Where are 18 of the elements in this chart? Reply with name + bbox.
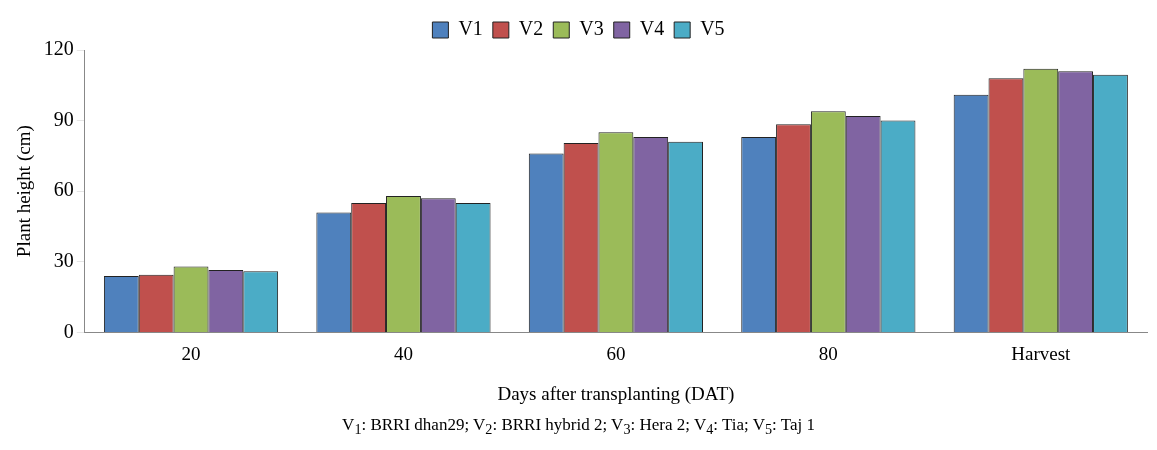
legend-label: V1 bbox=[458, 17, 483, 40]
x-tick-label: Harvest bbox=[1011, 342, 1072, 364]
x-tick-label: 80 bbox=[818, 342, 838, 364]
y-tick-label: 60 bbox=[53, 178, 74, 201]
y-tick-label: 0 bbox=[63, 319, 74, 342]
y-tick-label: 30 bbox=[53, 249, 74, 272]
y-tick-label: 90 bbox=[53, 107, 74, 130]
legend-label: V2 bbox=[518, 17, 544, 40]
y-axis-title: Plant height (cm) bbox=[13, 125, 36, 258]
text: V$_{1}$: BRRI dhan29; V$_{2}$: BRRI hybrid 2; V$_{3}$: Hera 2; V$_{4}$: Tia; V$_{5}$: Taj 1 bbox=[342, 415, 815, 438]
legend-label: V3 bbox=[579, 17, 604, 40]
x-tick-label: 40 bbox=[393, 342, 413, 364]
x-tick-label: 20 bbox=[181, 342, 201, 364]
y-tick-label: 120 bbox=[43, 37, 74, 60]
legend-label: V4 bbox=[639, 17, 665, 40]
x-tick-label: 60 bbox=[606, 342, 626, 364]
x-axis-title: Days after transplanting (DAT) bbox=[497, 382, 735, 405]
legend-label: V5 bbox=[700, 17, 725, 40]
